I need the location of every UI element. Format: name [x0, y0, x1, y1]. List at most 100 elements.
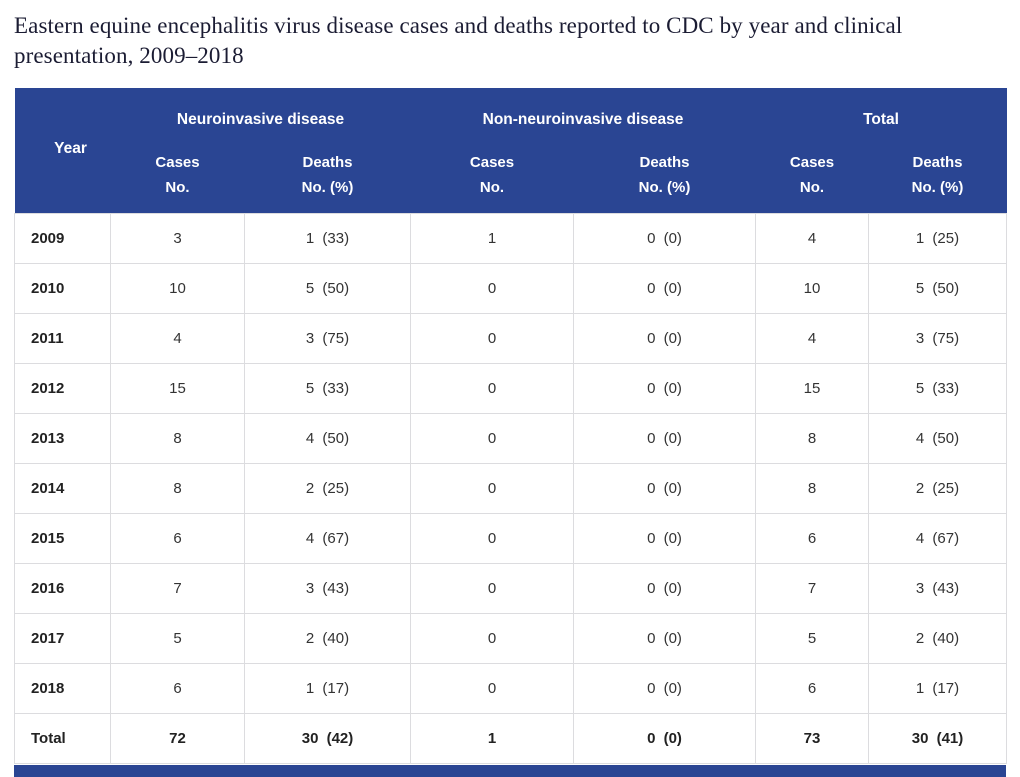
cell-neuro-cases: 6 — [110, 662, 245, 714]
page-title: Eastern equine encephalitis virus diseas… — [14, 13, 903, 68]
header-line: Cases — [789, 153, 835, 171]
column-group-neuroinvasive: Neuroinvasive disease — [110, 88, 411, 142]
cell-non-neuro-cases: 0 — [410, 612, 574, 664]
cell-year: Total — [14, 712, 111, 764]
cell-neuro-deaths: 4 (50) — [244, 412, 411, 464]
cell-total-cases: 4 — [755, 212, 869, 264]
cell-year: 2015 — [14, 512, 111, 564]
cell-non-neuro-deaths: 0 (0) — [573, 362, 756, 414]
cell-neuro-cases: 8 — [110, 462, 245, 514]
cell-total-cases: 5 — [755, 612, 869, 664]
header-line: No. (%) — [638, 178, 691, 196]
cases-deaths-table: Year Neuroinvasive disease Non-neuroinva… — [14, 88, 1007, 764]
table-row: 2010 10 5 (50) 0 0 (0) 10 5 (50) — [14, 262, 1007, 314]
cell-neuro-deaths: 2 (40) — [244, 612, 411, 664]
cell-neuro-cases: 72 — [110, 712, 245, 764]
header-line: Cases — [469, 153, 515, 171]
cell-year: 2017 — [14, 612, 111, 664]
cell-total-cases: 6 — [755, 662, 869, 714]
column-group-total: Total — [755, 88, 1007, 142]
header-sub-row: Cases No. Deaths No. (%) Cases No. Deaths No… — [15, 142, 1007, 213]
cell-total-deaths: 5 (33) — [868, 362, 1007, 414]
cell-neuro-cases: 5 — [110, 612, 245, 664]
cell-total-deaths: 4 (67) — [868, 512, 1007, 564]
column-header-total-cases: Cases No. — [755, 142, 869, 213]
header-line: Deaths — [639, 153, 690, 171]
table-row: 2012 15 5 (33) 0 0 (0) 15 5 (33) — [14, 362, 1007, 414]
column-header-total-deaths: Deaths No. (%) — [868, 142, 1007, 213]
cell-non-neuro-cases: 0 — [410, 412, 574, 464]
cell-total-cases: 15 — [755, 362, 869, 414]
cell-non-neuro-cases: 1 — [410, 212, 574, 264]
cell-non-neuro-deaths: 0 (0) — [573, 712, 756, 764]
cell-total-cases: 10 — [755, 262, 869, 314]
cell-total-cases: 73 — [755, 712, 869, 764]
cell-neuro-cases: 6 — [110, 512, 245, 564]
cell-non-neuro-cases: 0 — [410, 562, 574, 614]
cell-total-deaths: 2 (40) — [868, 612, 1007, 664]
cell-non-neuro-deaths: 0 (0) — [573, 612, 756, 664]
cell-neuro-deaths: 30 (42) — [244, 712, 411, 764]
table-row: 2016 7 3 (43) 0 0 (0) 7 3 (43) — [14, 562, 1007, 614]
cell-neuro-deaths: 3 (75) — [244, 312, 411, 364]
header-line: Cases — [155, 153, 200, 171]
cell-non-neuro-deaths: 0 (0) — [573, 312, 756, 364]
header-line: No. — [479, 178, 505, 196]
table-row: 2013 8 4 (50) 0 0 (0) 8 4 (50) — [14, 412, 1007, 464]
cell-total-deaths: 3 (75) — [868, 312, 1007, 364]
table-row: 2018 6 1 (17) 0 0 (0) 6 1 (17) — [14, 662, 1007, 714]
cell-non-neuro-deaths: 0 (0) — [573, 212, 756, 264]
cell-year: 2014 — [14, 462, 111, 514]
cell-non-neuro-deaths: 0 (0) — [573, 562, 756, 614]
cell-year: 2010 — [14, 262, 111, 314]
header-line: Deaths — [912, 153, 963, 171]
total-row: Total 72 30 (42) 1 0 (0) 73 30 (41) — [14, 712, 1007, 764]
table-row: 2014 8 2 (25) 0 0 (0) 8 2 (25) — [14, 462, 1007, 514]
cell-neuro-cases: 10 — [110, 262, 245, 314]
cell-non-neuro-cases: 0 — [410, 362, 574, 414]
cell-non-neuro-deaths: 0 (0) — [573, 462, 756, 514]
cell-neuro-deaths: 3 (43) — [244, 562, 411, 614]
header-line: No. (%) — [911, 178, 964, 196]
header-group-row: Year Neuroinvasive disease Non-neuroinva… — [14, 88, 1007, 213]
cell-total-deaths: 1 (17) — [868, 662, 1007, 714]
header-line: No. — [165, 178, 190, 196]
cell-neuro-deaths: 1 (17) — [244, 662, 411, 714]
cell-non-neuro-cases: 0 — [410, 462, 574, 514]
cell-total-deaths: 2 (25) — [868, 462, 1007, 514]
column-header-non-neuro-cases: Cases No. — [410, 142, 574, 213]
table-row: 2009 3 1 (33) 1 0 (0) 4 1 (25) — [14, 212, 1007, 264]
table-row: 2017 5 2 (40) 0 0 (0) 5 2 (40) — [14, 612, 1007, 664]
cell-non-neuro-cases: 1 — [410, 712, 574, 764]
cell-non-neuro-deaths: 0 (0) — [573, 262, 756, 314]
table-footer-bar — [14, 764, 1006, 777]
table-row: 2011 4 3 (75) 0 0 (0) 4 3 (75) — [14, 312, 1007, 364]
cell-neuro-deaths: 1 (33) — [244, 212, 411, 264]
cell-non-neuro-cases: 0 — [410, 512, 574, 564]
cell-total-cases: 8 — [755, 412, 869, 464]
column-header-non-neuro-deaths: Deaths No. (%) — [573, 142, 756, 213]
cell-neuro-cases: 3 — [110, 212, 245, 264]
cell-neuro-cases: 4 — [110, 312, 245, 364]
cell-total-deaths: 1 (25) — [868, 212, 1007, 264]
cell-total-cases: 8 — [755, 462, 869, 514]
cell-neuro-cases: 8 — [110, 412, 245, 464]
header-line: Deaths — [302, 153, 353, 171]
cell-year: 2013 — [14, 412, 111, 464]
header-line: No. (%) — [301, 178, 354, 196]
table-header: Year Neuroinvasive disease Non-neuroinva… — [14, 88, 1007, 213]
cell-total-cases: 7 — [755, 562, 869, 614]
cell-non-neuro-deaths: 0 (0) — [573, 412, 756, 464]
cell-year: 2018 — [14, 662, 111, 714]
column-header-year: Year — [14, 88, 111, 213]
cell-year: 2016 — [14, 562, 111, 614]
cell-non-neuro-deaths: 0 (0) — [573, 662, 756, 714]
cell-total-cases: 6 — [755, 512, 869, 564]
cell-total-deaths: 4 (50) — [868, 412, 1007, 464]
cell-total-deaths: 5 (50) — [868, 262, 1007, 314]
cell-non-neuro-cases: 0 — [410, 262, 574, 314]
cell-total-deaths: 30 (41) — [868, 712, 1007, 764]
cell-neuro-deaths: 2 (25) — [244, 462, 411, 514]
cell-non-neuro-deaths: 0 (0) — [573, 512, 756, 564]
